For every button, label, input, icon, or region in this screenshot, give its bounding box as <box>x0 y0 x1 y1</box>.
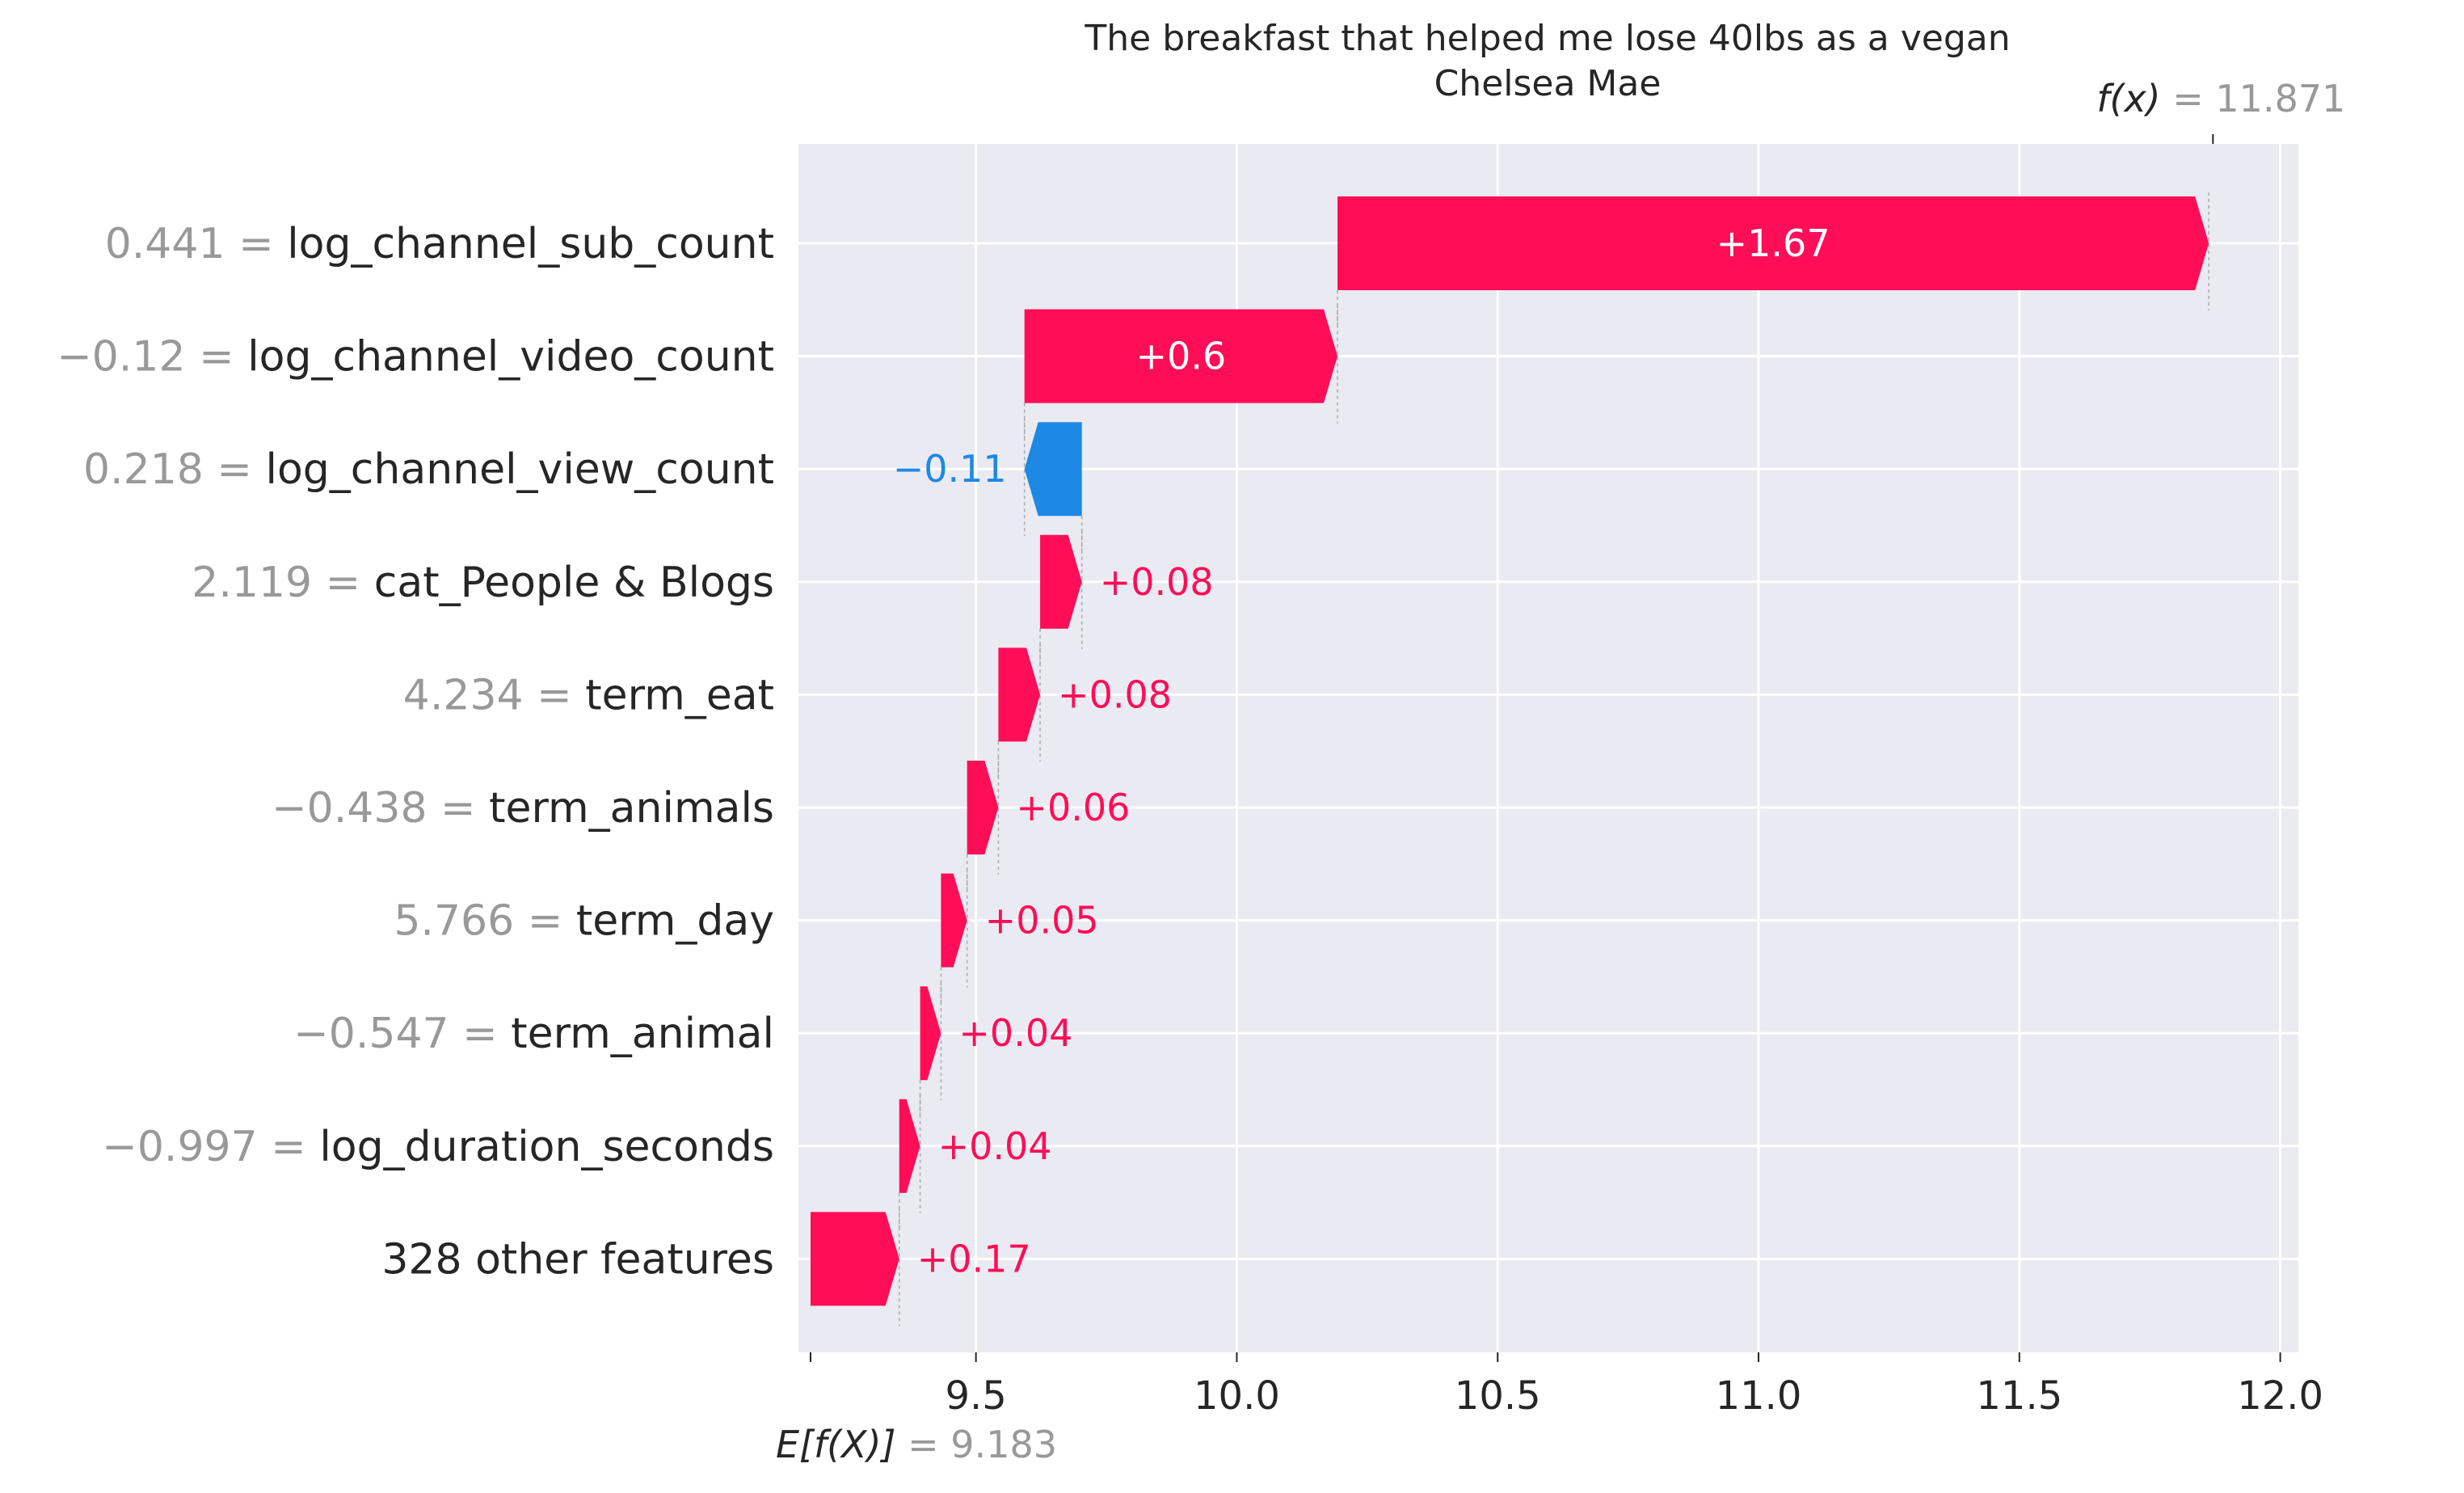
feature-value: −0.997 = <box>102 1123 319 1171</box>
output-value-text: = 11.871 <box>2172 77 2345 120</box>
feature-label: 4.234 = term_eat <box>403 671 774 719</box>
base-value-text: = 9.183 <box>908 1423 1057 1466</box>
feature-label: −0.997 = log_duration_seconds <box>102 1123 774 1171</box>
contribution-label: +0.06 <box>1016 786 1130 829</box>
contribution-label: +0.05 <box>985 899 1099 943</box>
base-value-name: E[f(X)] <box>776 1423 908 1466</box>
feature-value: 4.234 = <box>403 671 586 719</box>
contribution-label: +0.04 <box>958 1011 1072 1055</box>
x-tick-label: 10.0 <box>1194 1373 1280 1419</box>
feature-value: 2.119 = <box>192 559 374 607</box>
feature-label: 0.218 = log_channel_view_count <box>83 445 774 494</box>
output-value-label: f(x) = 11.871 <box>2096 77 2345 120</box>
contribution-label: +0.08 <box>1058 673 1172 716</box>
feature-name: term_animal <box>511 1010 774 1058</box>
feature-value: −0.438 = <box>272 784 489 833</box>
bar-log-channel-video-count <box>1024 309 1338 403</box>
bar-log-channel-sub-count <box>1337 196 2209 290</box>
x-axis: 9.5 10.0 10.5 11.0 11.5 12.0 E[f(X)] = 9.183 f(… <box>776 77 2345 1466</box>
feature-value: 0.218 = <box>83 445 266 494</box>
feature-name: log_channel_view_count <box>266 445 774 494</box>
feature-label: −0.547 = term_animal <box>293 1010 774 1058</box>
feature-labels: +1.67 0.441 = log_channel_sub_count +0.6 −0… <box>57 220 1830 1284</box>
feature-value: 5.766 = <box>394 897 576 946</box>
grid-lines <box>798 144 2298 1352</box>
chart-title: The breakfast that helped me lose 40lbs … <box>1084 18 2010 59</box>
bar-term-animals <box>967 761 999 854</box>
contribution-label: +0.08 <box>1100 560 1214 604</box>
x-tick-label: 10.5 <box>1455 1373 1541 1419</box>
chart-subtitle: Chelsea Mae <box>1434 63 1662 104</box>
feature-name: term_animals <box>489 784 774 833</box>
bar-log-duration-seconds <box>899 1099 920 1193</box>
contribution-label: −0.11 <box>893 447 1007 491</box>
feature-name: cat_People & Blogs <box>374 559 774 607</box>
output-value-name: f(x) <box>2096 77 2172 120</box>
plot-area <box>798 144 2298 1352</box>
bar-term-day <box>941 873 967 968</box>
bar-328-other-features <box>811 1212 899 1306</box>
contribution-label: +1.67 <box>1716 221 1830 265</box>
x-tick-label: 12.0 <box>2237 1373 2323 1419</box>
connector-lines <box>899 192 2209 1326</box>
feature-value: −0.12 = <box>57 333 247 382</box>
feature-label: −0.12 = log_channel_video_count <box>57 333 774 382</box>
feature-label: 0.441 = log_channel_sub_count <box>105 220 774 268</box>
bar-log-channel-view-count <box>1024 422 1082 517</box>
contribution-label: +0.6 <box>1136 335 1227 378</box>
x-tick-label: 11.5 <box>1976 1373 2062 1419</box>
bar-cat-people-blogs <box>1040 534 1082 629</box>
feature-label: 328 other features <box>381 1235 774 1284</box>
feature-name: log_channel_video_count <box>247 333 774 382</box>
feature-value: −0.547 = <box>293 1010 511 1058</box>
bar-term-animal <box>920 986 941 1081</box>
bar-term-eat <box>998 647 1041 742</box>
feature-name: term_day <box>576 897 774 946</box>
contribution-label: +0.04 <box>938 1124 1052 1168</box>
feature-label: 5.766 = term_day <box>394 897 774 946</box>
bars <box>811 196 2209 1306</box>
feature-name: 328 other features <box>381 1235 774 1284</box>
x-tick-label: 11.0 <box>1716 1373 1802 1419</box>
feature-label: −0.438 = term_animals <box>272 784 774 833</box>
feature-name: log_duration_seconds <box>319 1123 774 1171</box>
contribution-label: +0.17 <box>917 1237 1031 1280</box>
base-value-label: E[f(X)] = 9.183 <box>776 1423 1057 1466</box>
feature-name: term_eat <box>585 671 774 719</box>
feature-name: log_channel_sub_count <box>287 220 774 268</box>
feature-value: 0.441 = <box>105 220 288 268</box>
feature-label: 2.119 = cat_People & Blogs <box>192 559 774 607</box>
x-tick-label: 9.5 <box>945 1373 1006 1419</box>
